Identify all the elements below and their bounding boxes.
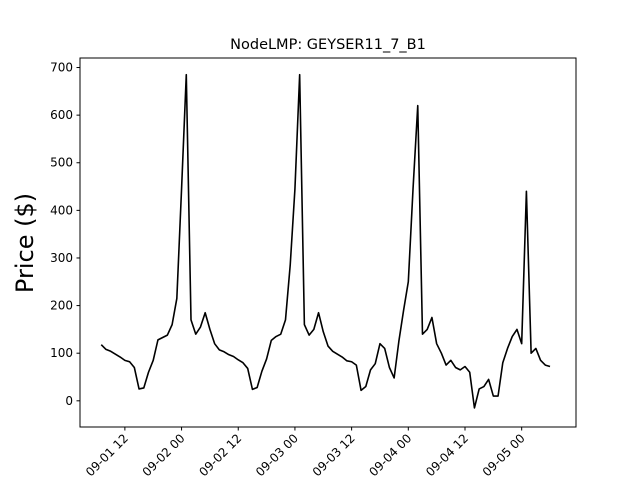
y-tick-label: 700 [50,61,73,75]
y-tick-label: 200 [50,299,73,313]
y-axis-label: Price ($) [11,193,39,293]
y-tick-label: 400 [50,203,73,217]
y-tick-label: 100 [50,346,73,360]
y-tick-label: 500 [50,156,73,170]
y-tick-label: 300 [50,251,73,265]
chart-title: NodeLMP: GEYSER11_7_B1 [230,37,426,53]
x-tick-label: 09-04 12 [423,431,471,479]
x-tick-label: 09-05 00 [480,431,528,479]
line-series [100,73,551,409]
x-tick-label: 09-01 12 [83,431,131,479]
x-tick-label: 09-02 00 [140,431,188,479]
y-tick-label: 0 [65,394,73,408]
plot-frame [79,57,577,428]
x-tick-label: 09-03 12 [310,431,358,479]
x-tick-label: 09-03 00 [253,431,301,479]
x-tick-label: 09-04 00 [366,431,414,479]
y-tick-label: 600 [50,108,73,122]
x-tick-label: 09-02 12 [196,431,244,479]
